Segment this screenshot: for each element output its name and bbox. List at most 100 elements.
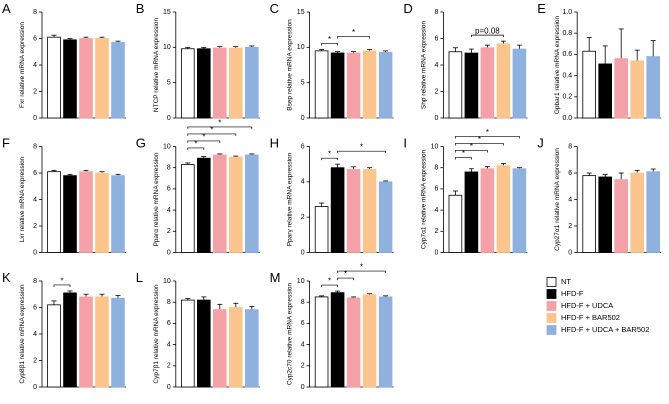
y-axis-label: Fxr relative mRNA expression (19, 22, 26, 108)
bar (63, 175, 77, 253)
bar (480, 47, 495, 119)
bar (314, 296, 329, 388)
significance-label: * (202, 132, 205, 141)
significance-label: * (478, 135, 481, 144)
y-tick-label: 0.0 (562, 115, 572, 122)
significance-bracket (321, 43, 338, 46)
panel: I Cyp7α1 relative mRNA expression 0 2 4 6 8 10 *… (403, 128, 528, 256)
panel: B NTCP relative mRNA expression 0 5 10 15 (136, 1, 260, 122)
legend-swatch (546, 313, 557, 323)
y-axis-label: NTCP relative mRNA expression (153, 18, 160, 113)
bar (330, 292, 345, 388)
bar (464, 171, 479, 253)
y-axis-label: Cyp2c70 relative mRNA expression (287, 283, 294, 386)
legend-label: HFD-F + UDCA + BAR502 (561, 325, 649, 334)
y-tick-label: 2 (167, 228, 171, 235)
y-tick-label: 0 (301, 115, 305, 122)
bar (212, 154, 227, 253)
y-tick-label: 2 (33, 223, 37, 230)
bar (448, 51, 463, 119)
panel: H Pparγ relative mRNA expression 0 2 4 6 * * (270, 136, 394, 256)
y-axis-label: Cyp8β1 relative mRNA expression (19, 284, 26, 383)
y-axis-label: Bsep relative mRNA expression (287, 19, 294, 111)
y-axis-label: Cyp7α1 relative mRNA expression (420, 150, 427, 250)
bar (346, 297, 361, 388)
significance-bracket (321, 157, 338, 161)
y-tick-label: 8 (568, 143, 572, 150)
significance-label: * (328, 150, 331, 159)
significance-label: * (470, 142, 473, 151)
y-axis-label: Shp relative mRNA expression (420, 21, 427, 110)
y-tick-label: 8 (33, 143, 37, 150)
y-tick-label: 0 (33, 249, 37, 256)
y-tick-label: 6 (33, 304, 37, 311)
significance-label: * (360, 143, 363, 152)
bar (79, 38, 93, 119)
bar (378, 51, 393, 119)
bar (47, 171, 61, 253)
panel-letter: A (2, 1, 11, 16)
significance-label: * (344, 270, 347, 279)
bar (79, 171, 93, 253)
significance-label: * (60, 276, 63, 285)
y-tick-label: 0.2 (562, 94, 572, 101)
significance-label: * (360, 263, 363, 272)
legend-label: HFD-F + UDCA (561, 301, 613, 310)
y-tick-label: 1.0 (562, 9, 572, 16)
bar (180, 48, 195, 119)
bar (196, 157, 211, 253)
significance-bracket (187, 147, 205, 150)
panel-letter: M (270, 270, 281, 285)
y-tick-label: 8 (167, 299, 171, 306)
y-axis-label: Pparγ relative mRNA expression (287, 152, 294, 246)
significance-bracket (337, 150, 386, 154)
bar (512, 48, 527, 119)
y-tick-label: 8 (167, 165, 171, 172)
panel-letter: L (136, 270, 143, 285)
bar (95, 296, 109, 388)
bar (646, 56, 660, 119)
y-tick-label: 10 (163, 44, 171, 51)
y-tick-label: 6 (167, 320, 171, 327)
legend-swatch (546, 289, 557, 299)
panel: M Cyp2c70 relative mRNA expression 0 2 4 6 8 10… (270, 263, 394, 391)
panel: K Cyp8β1 relative mRNA expression 0 2 4 6 8 * (2, 270, 126, 391)
significance-bracket (187, 133, 237, 136)
y-axis-label: Lxr relative mRNA expression (19, 156, 26, 242)
y-tick-label: 0 (167, 249, 171, 256)
y-tick-label: 0 (568, 249, 572, 256)
legend-swatch (546, 277, 557, 287)
y-tick-label: 10 (163, 143, 171, 150)
significance-label: * (210, 125, 213, 134)
panel-letter: B (136, 1, 145, 16)
y-tick-label: 8 (33, 278, 37, 285)
significance-bracket (337, 270, 386, 274)
y-tick-label: 2 (167, 363, 171, 370)
bar (111, 175, 125, 253)
y-tick-label: 8 (434, 165, 438, 172)
bar (212, 47, 227, 119)
bar (47, 36, 61, 119)
panel: A Fxr relative mRNA expression 0 2 4 6 8 (2, 1, 126, 122)
bar (244, 309, 259, 388)
bar (47, 304, 61, 388)
significance-label: * (218, 118, 221, 127)
bar (244, 154, 259, 253)
bar (598, 176, 612, 253)
y-tick-label: 4 (301, 341, 305, 348)
y-tick-label: 0 (33, 384, 37, 391)
y-tick-label: 4 (301, 179, 305, 186)
y-tick-label: 4 (434, 207, 438, 214)
bar (314, 206, 329, 253)
bar (480, 168, 495, 253)
panel-letter: D (403, 1, 412, 16)
y-tick-label: 4 (568, 196, 572, 203)
significance-label: * (352, 28, 355, 37)
bar (111, 42, 125, 119)
y-tick-label: 15 (163, 9, 171, 16)
y-tick-label: 2 (301, 363, 305, 370)
bar (464, 52, 479, 119)
y-tick-label: 0.8 (562, 30, 572, 37)
significance-label: p=0.08 (475, 27, 500, 36)
